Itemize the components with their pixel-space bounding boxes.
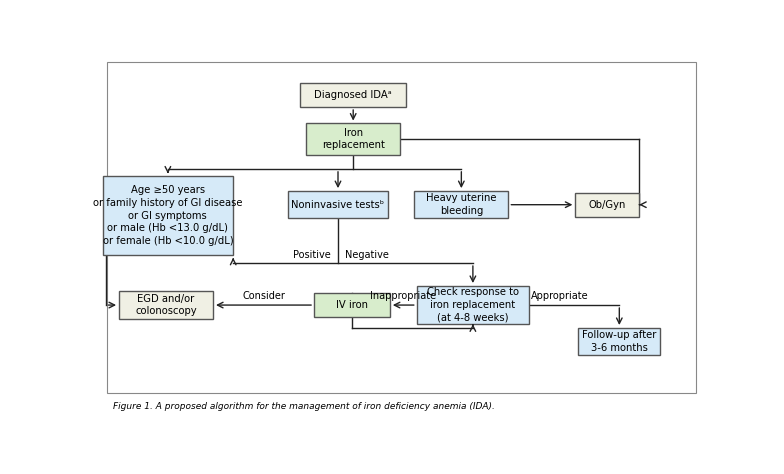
- FancyBboxPatch shape: [306, 124, 401, 155]
- FancyBboxPatch shape: [300, 83, 406, 107]
- FancyBboxPatch shape: [314, 293, 390, 317]
- Text: Inappropriate: Inappropriate: [370, 291, 437, 301]
- Text: Follow-up after
3-6 months: Follow-up after 3-6 months: [583, 330, 656, 353]
- Text: Noninvasive testsᵇ: Noninvasive testsᵇ: [292, 200, 385, 210]
- FancyBboxPatch shape: [103, 176, 233, 255]
- Text: Appropriate: Appropriate: [531, 291, 589, 301]
- FancyBboxPatch shape: [575, 193, 639, 217]
- Text: Negative: Negative: [345, 250, 389, 260]
- Text: IV iron: IV iron: [336, 300, 368, 310]
- Text: Diagnosed IDAᵃ: Diagnosed IDAᵃ: [314, 90, 392, 100]
- Text: Age ≥50 years
or family history of GI disease
or GI symptoms
or male (Hb <13.0 g: Age ≥50 years or family history of GI di…: [93, 185, 242, 246]
- Text: Check response to
iron replacement
(at 4-8 weeks): Check response to iron replacement (at 4…: [427, 287, 519, 323]
- Text: Iron
replacement: Iron replacement: [321, 128, 385, 150]
- FancyBboxPatch shape: [119, 292, 213, 319]
- Text: Heavy uterine
bleeding: Heavy uterine bleeding: [426, 193, 496, 216]
- Text: Positive: Positive: [293, 250, 331, 260]
- Text: Ob/Gyn: Ob/Gyn: [589, 200, 626, 210]
- Text: Consider: Consider: [242, 291, 285, 301]
- FancyBboxPatch shape: [416, 286, 529, 324]
- Text: Figure 1. A proposed algorithm for the management of iron deficiency anemia (IDA: Figure 1. A proposed algorithm for the m…: [113, 402, 495, 411]
- FancyBboxPatch shape: [414, 191, 509, 219]
- FancyBboxPatch shape: [579, 328, 660, 355]
- FancyBboxPatch shape: [288, 191, 388, 219]
- Text: EGD and/or
colonoscopy: EGD and/or colonoscopy: [135, 294, 197, 317]
